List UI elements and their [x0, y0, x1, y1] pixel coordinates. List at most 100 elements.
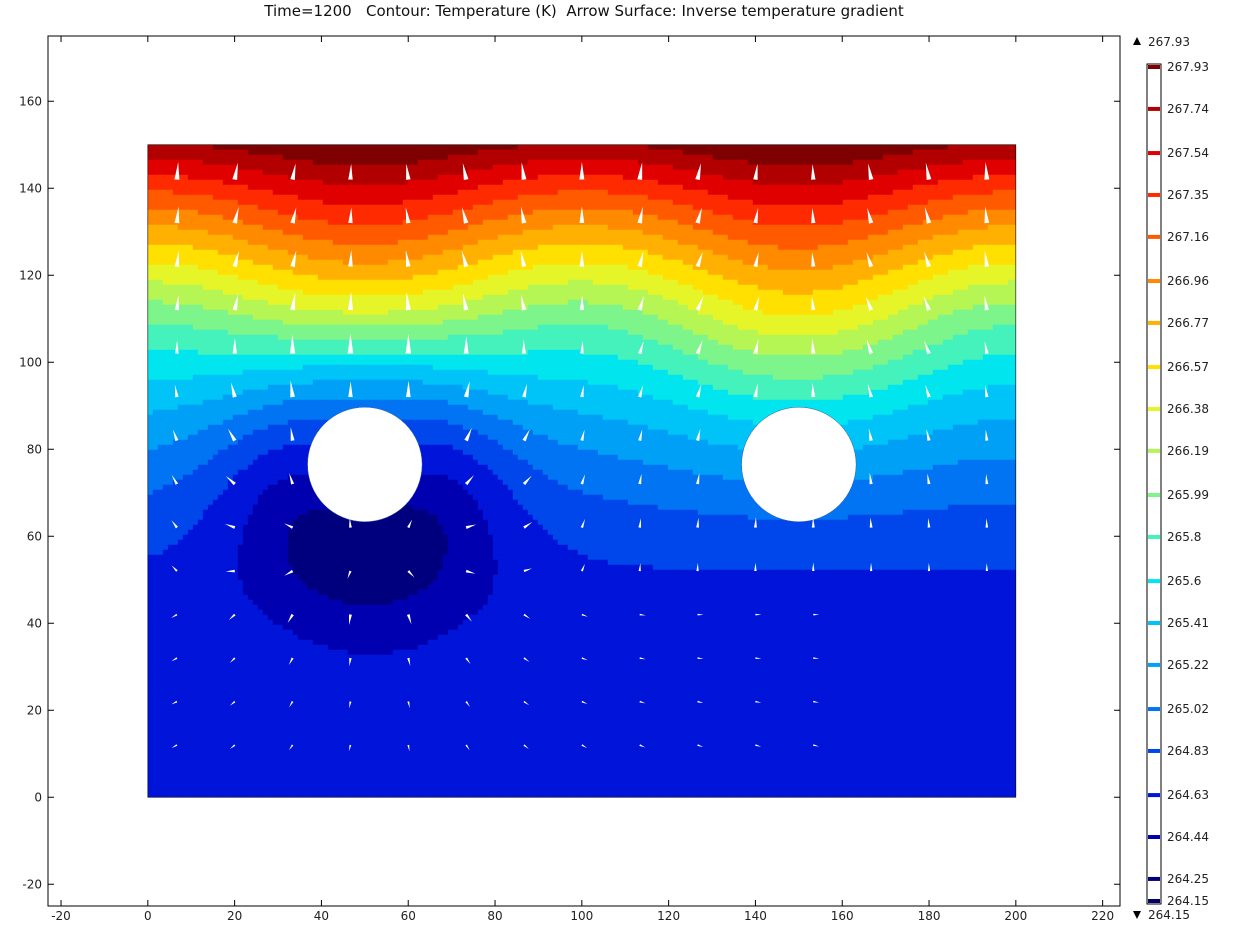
gradient-arrow	[637, 162, 643, 180]
gradient-arrow	[461, 250, 469, 268]
colorbar-swatch	[1148, 835, 1160, 840]
colorbar-label: 264.25	[1167, 872, 1209, 886]
pipe-holes	[307, 406, 857, 523]
gradient-arrow	[348, 163, 353, 180]
gradient-arrow	[755, 744, 762, 747]
gradient-arrow	[753, 207, 759, 224]
gradient-arrow	[753, 383, 758, 398]
colorbar-swatch	[1148, 662, 1160, 667]
gradient-arrow	[464, 475, 475, 486]
gradient-arrow	[229, 657, 236, 663]
y-tick-label: 60	[27, 529, 42, 543]
axes: -20 0 20 40 60 80 100 120 140 160 180 200 220 -20 0 20 4…	[19, 36, 1120, 923]
gradient-arrow	[522, 339, 527, 354]
gradient-arrow	[463, 336, 469, 354]
colorbar-swatch	[1148, 579, 1160, 584]
x-tick-label: 140	[744, 909, 767, 923]
chart-title: Time=1200 Contour: Temperature (K) Arrow…	[48, 2, 1120, 20]
gradient-arrow	[407, 519, 413, 529]
y-tick-label: 40	[27, 616, 42, 630]
gradient-arrow	[868, 163, 874, 180]
gradient-arrow	[225, 569, 235, 573]
colorbar-swatch	[1148, 279, 1160, 284]
gradient-arrow	[580, 385, 584, 398]
gradient-arrow	[695, 163, 701, 181]
colorbar-label: 265.8	[1167, 530, 1201, 544]
gradient-arrow	[926, 429, 931, 441]
gradient-arrow	[289, 701, 294, 708]
gradient-arrow	[927, 473, 931, 485]
gradient-arrow	[230, 382, 237, 398]
gradient-arrow	[697, 613, 704, 616]
y-tick-label: 80	[27, 442, 42, 456]
pipe-hole-1	[307, 406, 423, 523]
gradient-arrow	[866, 251, 874, 268]
gradient-arrow	[290, 163, 296, 180]
gradient-arrow	[228, 613, 236, 621]
gradient-arrow	[407, 701, 410, 709]
gradient-arrow	[232, 206, 239, 224]
colorbar-max-label: 267.93	[1148, 35, 1190, 49]
x-tick-label: -20	[51, 909, 71, 923]
gradient-arrow	[695, 384, 702, 398]
gradient-arrow	[696, 473, 700, 485]
gradient-arrow	[638, 385, 643, 398]
colorbar-label: 265.41	[1167, 616, 1209, 630]
gradient-arrow	[462, 163, 469, 181]
gradient-arrow	[696, 562, 699, 572]
gradient-arrow	[465, 613, 472, 622]
gradient-arrow	[984, 162, 990, 180]
colorbar-swatch	[1148, 621, 1160, 625]
gradient-arrow	[637, 295, 645, 311]
gradient-arrow	[406, 380, 411, 398]
gradient-arrow	[695, 207, 702, 224]
gradient-arrow	[172, 429, 179, 442]
gradient-arrow	[813, 700, 820, 703]
gradient-arrow	[348, 614, 352, 626]
gradient-arrow	[812, 562, 815, 572]
gradient-arrow	[464, 427, 472, 442]
colorbar-label: 266.96	[1167, 274, 1209, 288]
x-tick-label: 120	[657, 909, 680, 923]
gradient-arrow	[406, 163, 411, 180]
gradient-arrow	[753, 338, 759, 354]
colorbar-label: 266.77	[1167, 316, 1209, 330]
gradient-arrow	[924, 207, 932, 224]
gradient-arrow	[224, 523, 236, 529]
gradient-arrow	[289, 334, 296, 354]
gradient-arrow	[695, 296, 704, 311]
gradient-arrow	[174, 162, 180, 180]
gradient-arrow	[348, 249, 353, 267]
x-tick-label: 180	[918, 909, 941, 923]
gradient-arrow	[697, 657, 704, 659]
gradient-arrow	[232, 337, 237, 354]
x-tick-label: 60	[401, 909, 416, 923]
gradient-arrow	[580, 563, 585, 572]
gradient-arrow	[232, 162, 238, 180]
colorbar: 267.93 267.74 267.54 267.35 267.16 266.96 266.…	[1133, 35, 1209, 922]
colorbar-swatch	[1148, 707, 1160, 712]
gradient-arrow	[753, 163, 758, 180]
gradient-arrow	[465, 569, 476, 574]
y-tick-label: 160	[19, 94, 42, 108]
gradient-arrow	[522, 383, 528, 398]
gradient-arrow	[695, 428, 701, 441]
gradient-arrow	[463, 381, 470, 398]
gradient-arrow	[171, 613, 178, 618]
max-marker-icon	[1133, 37, 1141, 45]
colorbar-label: 264.44	[1167, 830, 1209, 844]
gradient-arrow	[290, 207, 297, 224]
x-tick-label: 0	[144, 909, 152, 923]
gradient-arrow	[811, 252, 816, 267]
x-tick-label: 20	[227, 909, 242, 923]
gradient-arrow	[813, 744, 820, 747]
plot-frame	[47, 35, 1121, 907]
gradient-arrow	[581, 613, 588, 617]
gradient-arrow	[865, 296, 874, 311]
gradient-arrow	[521, 294, 527, 311]
gradient-arrow	[753, 517, 757, 528]
gradient-arrow	[405, 333, 412, 354]
colorbar-swatch	[1148, 192, 1160, 197]
x-tick-label: 40	[314, 909, 329, 923]
gradient-arrow	[405, 207, 411, 224]
